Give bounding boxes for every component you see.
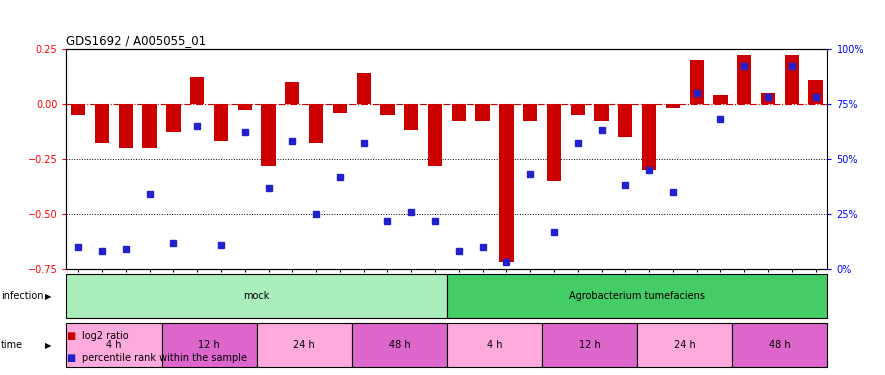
Text: time: time [1,340,23,351]
Bar [142,104,157,148]
Text: 48 h: 48 h [769,340,790,351]
Text: mock: mock [243,291,270,301]
Bar [257,323,351,368]
Bar [737,56,751,104]
Bar [333,104,347,112]
Bar [404,104,419,130]
Bar [547,104,561,181]
Text: ■: ■ [66,331,75,340]
Text: 4 h: 4 h [487,340,503,351]
Bar [352,323,447,368]
Bar [761,93,775,104]
Bar [451,104,466,122]
Bar [447,323,543,368]
Bar [618,104,633,137]
Bar [261,104,276,165]
Bar [237,104,252,111]
Bar [713,95,727,104]
Bar [523,104,537,122]
Bar [447,274,827,318]
Text: ▶: ▶ [44,292,51,301]
Bar [637,323,733,368]
Bar [381,104,395,115]
Bar [666,104,680,108]
Bar [190,77,204,104]
Bar [95,104,109,144]
Bar [642,104,656,170]
Bar [66,274,447,318]
Text: 12 h: 12 h [198,340,220,351]
Text: percentile rank within the sample: percentile rank within the sample [82,353,247,363]
Bar [785,56,799,104]
Text: log2 ratio: log2 ratio [82,331,129,340]
Bar [571,104,585,115]
Bar [595,104,609,122]
Text: 24 h: 24 h [673,340,696,351]
Text: 48 h: 48 h [389,340,410,351]
Bar [689,60,704,104]
Text: ■: ■ [66,353,75,363]
Text: Agrobacterium tumefaciens: Agrobacterium tumefaciens [569,291,705,301]
Bar [809,80,823,104]
Bar [309,104,323,144]
Bar [166,104,181,132]
Bar [66,323,161,368]
Text: 24 h: 24 h [293,340,315,351]
Text: infection: infection [1,291,43,301]
Bar [499,104,513,262]
Bar [214,104,228,141]
Bar [428,104,442,165]
Bar [161,323,257,368]
Bar [119,104,133,148]
Text: ▶: ▶ [44,341,51,350]
Bar [285,82,299,104]
Bar [733,323,827,368]
Bar [357,73,371,104]
Text: GDS1692 / A005055_01: GDS1692 / A005055_01 [66,34,206,47]
Bar [475,104,489,122]
Text: 12 h: 12 h [579,340,601,351]
Text: 4 h: 4 h [106,340,122,351]
Bar [542,323,637,368]
Bar [71,104,85,115]
